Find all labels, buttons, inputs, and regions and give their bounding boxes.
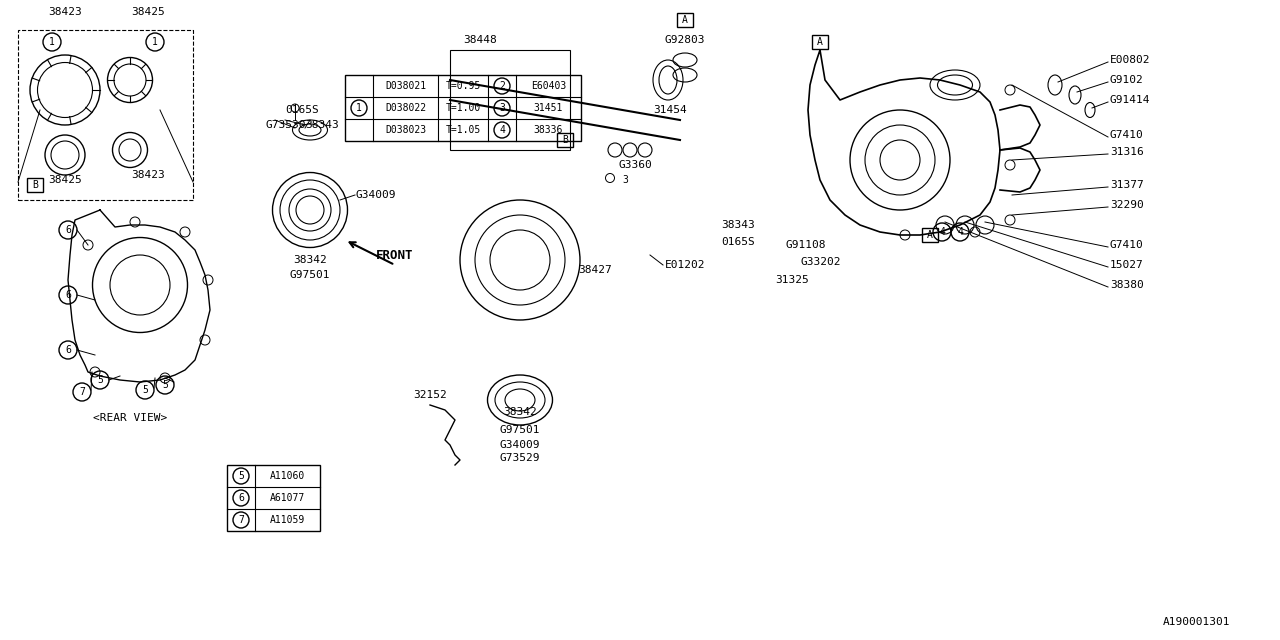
Text: E00802: E00802 [1110,55,1151,65]
Text: 31316: 31316 [1110,147,1144,157]
Text: 4: 4 [499,125,504,135]
Text: 38343: 38343 [721,220,755,230]
Bar [346,75,581,141]
Text: 32290: 32290 [1110,200,1144,210]
Bar [27,178,44,192]
Bar [227,465,320,531]
Text: A: A [682,15,687,25]
Text: D038022: D038022 [385,103,426,113]
Text: G7410: G7410 [1110,130,1144,140]
Text: 6: 6 [238,493,244,503]
Text: G34009: G34009 [355,190,396,200]
Text: G91414: G91414 [1110,95,1151,105]
Text: 3: 3 [499,103,504,113]
Text: 38423: 38423 [49,7,82,17]
Text: G91108: G91108 [785,240,826,250]
Text: 15027: 15027 [1110,260,1144,270]
Text: 7: 7 [238,515,244,525]
Text: 6: 6 [65,345,70,355]
Text: 38425: 38425 [131,7,165,17]
Text: A61077: A61077 [270,493,305,503]
Bar [812,35,828,49]
Text: E60403: E60403 [531,81,566,91]
Bar [677,13,692,27]
Text: G33202: G33202 [800,257,841,267]
Text: 31451: 31451 [534,103,563,113]
Text: 5: 5 [238,471,244,481]
Text: D038023: D038023 [385,125,426,135]
Text: 6: 6 [65,225,70,235]
Text: 31454: 31454 [653,105,687,115]
Text: B: B [562,135,568,145]
Text: B: B [32,180,38,190]
Text: 38380: 38380 [1110,280,1144,290]
Text: 1: 1 [152,37,157,47]
Text: 32152: 32152 [413,390,447,400]
Text: G97501: G97501 [499,425,540,435]
Text: G73530: G73530 [265,120,306,130]
Text: 4: 4 [957,227,963,237]
Text: 31377: 31377 [1110,180,1144,190]
Text: A190001301: A190001301 [1162,617,1230,627]
Text: 38343: 38343 [305,120,339,130]
Text: 1: 1 [356,103,362,113]
Text: G34009: G34009 [499,440,540,450]
Text: 3: 3 [622,175,628,185]
Text: <REAR VIEW>: <REAR VIEW> [93,413,168,423]
Text: 5: 5 [97,375,102,385]
Text: 38423: 38423 [131,170,165,180]
Text: 38427: 38427 [579,265,612,275]
Text: 38342: 38342 [293,255,326,265]
Text: 38448: 38448 [463,35,497,45]
Text: G73529: G73529 [499,453,540,463]
Text: G9102: G9102 [1110,75,1144,85]
Text: 2: 2 [499,81,504,91]
Text: G97501: G97501 [289,270,330,280]
Text: T=0.95: T=0.95 [445,81,480,91]
Text: G92803: G92803 [664,35,705,45]
Text: 38425: 38425 [49,175,82,185]
Text: E01202: E01202 [666,260,705,270]
Text: 5: 5 [142,385,148,395]
Text: 5: 5 [163,380,168,390]
Bar [557,133,573,147]
Text: A: A [817,37,823,47]
Text: A: A [927,230,933,240]
Bar [922,228,938,242]
Text: 38336: 38336 [534,125,563,135]
Text: 0165S: 0165S [285,105,319,115]
Bar [451,50,570,150]
Text: T=1.00: T=1.00 [445,103,480,113]
Text: 1: 1 [49,37,55,47]
Text: A11059: A11059 [270,515,305,525]
Text: 31325: 31325 [774,275,809,285]
Text: 4: 4 [940,227,945,237]
Bar [18,30,193,200]
Text: G3360: G3360 [618,160,652,170]
Text: T=1.05: T=1.05 [445,125,480,135]
Text: 7: 7 [79,387,84,397]
Text: 6: 6 [65,290,70,300]
Text: A11060: A11060 [270,471,305,481]
Text: 0165S: 0165S [721,237,755,247]
Text: G7410: G7410 [1110,240,1144,250]
Text: D038021: D038021 [385,81,426,91]
Text: FRONT: FRONT [376,248,413,262]
Text: 38342: 38342 [503,407,536,417]
